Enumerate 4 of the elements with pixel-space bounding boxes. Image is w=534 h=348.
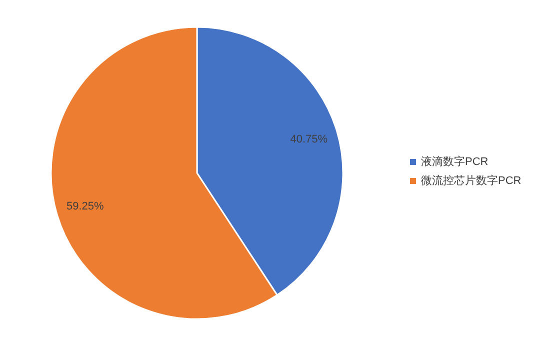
legend-label: 微流控芯片数字PCR	[421, 174, 522, 187]
data-label: 59.25%	[66, 200, 104, 212]
data-label: 40.75%	[290, 133, 328, 146]
legend-label: 液滴数字PCR	[421, 154, 488, 168]
